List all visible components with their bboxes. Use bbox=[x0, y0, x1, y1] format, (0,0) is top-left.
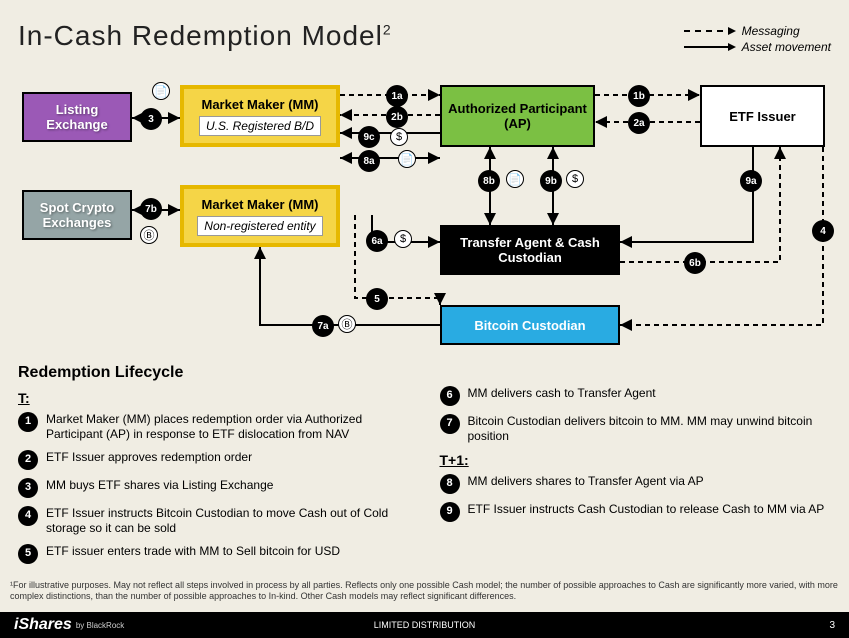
footnote: ¹For illustrative purposes. May not refl… bbox=[10, 580, 839, 603]
lifecycle-step-number: 7 bbox=[440, 414, 460, 434]
step-badge-7a: 7a bbox=[312, 315, 334, 337]
step-badge-7b: 7b bbox=[140, 198, 162, 220]
legend-asset: Asset movement bbox=[684, 40, 831, 54]
edges-layer bbox=[0, 70, 849, 370]
lifecycle-step-text: ETF Issuer instructs Bitcoin Custodian t… bbox=[46, 506, 410, 536]
lifecycle-step-text: ETF issuer enters trade with MM to Sell … bbox=[46, 544, 340, 559]
lifecycle-step-text: Bitcoin Custodian delivers bitcoin to MM… bbox=[468, 414, 832, 444]
lifecycle-step-number: 4 bbox=[18, 506, 38, 526]
legend: Messaging Asset movement bbox=[684, 24, 831, 56]
edge bbox=[620, 147, 823, 325]
document-icon: 📄 bbox=[152, 82, 170, 100]
edge bbox=[620, 147, 780, 262]
footer-center: LIMITED DISTRIBUTION bbox=[374, 620, 476, 630]
step-badge-1b: 1b bbox=[628, 85, 650, 107]
dollar-icon: $ bbox=[394, 230, 412, 248]
step-badge-1a: 1a bbox=[386, 85, 408, 107]
legend-asset-label: Asset movement bbox=[742, 40, 831, 54]
legend-messaging-label: Messaging bbox=[742, 24, 800, 38]
footer-page: 3 bbox=[829, 620, 835, 631]
step-badge-3: 3 bbox=[140, 108, 162, 130]
step-badge-9c: 9c bbox=[358, 126, 380, 148]
lifecycle-step-number: 2 bbox=[18, 450, 38, 470]
lifecycle-step-number: 5 bbox=[18, 544, 38, 564]
lifecycle-step-text: ETF Issuer instructs Cash Custodian to r… bbox=[468, 502, 825, 517]
edge bbox=[260, 247, 440, 325]
step-badge-8a: 8a bbox=[358, 150, 380, 172]
title-text: In-Cash Redemption Model bbox=[18, 20, 383, 51]
lifecycle-step-text: MM delivers cash to Transfer Agent bbox=[468, 386, 656, 401]
lifecycle-step-8: 8 MM delivers shares to Transfer Agent vi… bbox=[440, 474, 832, 494]
lifecycle-step-number: 1 bbox=[18, 412, 38, 432]
lifecycle-step-text: MM buys ETF shares via Listing Exchange bbox=[46, 478, 273, 493]
edge bbox=[620, 147, 753, 242]
step-badge-2a: 2a bbox=[628, 112, 650, 134]
page-title: In-Cash Redemption Model2 bbox=[18, 20, 392, 52]
lifecycle-step-text: ETF Issuer approves redemption order bbox=[46, 450, 252, 465]
step-badge-8b: 8b bbox=[478, 170, 500, 192]
lifecycle-step-1: 1 Market Maker (MM) places redemption ord… bbox=[18, 412, 410, 442]
lifecycle-col-left: T: 1 Market Maker (MM) places redemption … bbox=[18, 386, 410, 572]
lifecycle: Redemption Lifecycle T: 1Market Maker (M… bbox=[18, 364, 831, 572]
lifecycle-step-text: Market Maker (MM) places redemption orde… bbox=[46, 412, 410, 442]
dollar-icon: $ bbox=[390, 128, 408, 146]
dollar-icon: $ bbox=[566, 170, 584, 188]
lifecycle-step-number: 3 bbox=[18, 478, 38, 498]
step-badge-6b: 6b bbox=[684, 252, 706, 274]
lifecycle-step-9: 9 ETF Issuer instructs Cash Custodian to … bbox=[440, 502, 832, 522]
step-badge-6a: 6a bbox=[366, 230, 388, 252]
footer-sub: by BlackRock bbox=[76, 621, 124, 630]
lifecycle-step-number: 9 bbox=[440, 502, 460, 522]
lifecycle-step-number: 8 bbox=[440, 474, 460, 494]
lifecycle-t-label: T: bbox=[18, 390, 410, 406]
step-badge-9a: 9a bbox=[740, 170, 762, 192]
footer: iShares by BlackRock LIMITED DISTRIBUTIO… bbox=[0, 612, 849, 638]
step-badge-2b: 2b bbox=[386, 106, 408, 128]
lifecycle-step-4: 4 ETF Issuer instructs Bitcoin Custodian … bbox=[18, 506, 410, 536]
lifecycle-step-number: 6 bbox=[440, 386, 460, 406]
step-badge-9b: 9b bbox=[540, 170, 562, 192]
title-sup: 2 bbox=[383, 22, 392, 38]
document-icon: 📄 bbox=[398, 150, 416, 168]
bitcoin-icon: Ⓑ bbox=[338, 315, 356, 333]
lifecycle-step-5: 5 ETF issuer enters trade with MM to Sell… bbox=[18, 544, 410, 564]
diagram: Listing ExchangeSpot Crypto ExchangesMar… bbox=[0, 70, 849, 370]
step-badge-4: 4 bbox=[812, 220, 834, 242]
lifecycle-step-text: MM delivers shares to Transfer Agent via… bbox=[468, 474, 704, 489]
lifecycle-t1-label: T+1: bbox=[440, 452, 832, 468]
footer-brand: iShares bbox=[14, 616, 72, 634]
lifecycle-step-6: 6 MM delivers cash to Transfer Agent bbox=[440, 386, 832, 406]
legend-messaging: Messaging bbox=[684, 24, 831, 38]
step-badge-5: 5 bbox=[366, 288, 388, 310]
lifecycle-col-right: 6 MM delivers cash to Transfer Agent 7 Bitc… bbox=[440, 386, 832, 572]
dash-icon bbox=[684, 30, 734, 32]
lifecycle-step-7: 7 Bitcoin Custodian delivers bitcoin to M… bbox=[440, 414, 832, 444]
solid-icon bbox=[684, 46, 734, 48]
lifecycle-step-2: 2 ETF Issuer approves redemption order bbox=[18, 450, 410, 470]
bitcoin-icon: Ⓑ bbox=[140, 226, 158, 244]
lifecycle-step-3: 3 MM buys ETF shares via Listing Exchange bbox=[18, 478, 410, 498]
document-icon: 📄 bbox=[506, 170, 524, 188]
